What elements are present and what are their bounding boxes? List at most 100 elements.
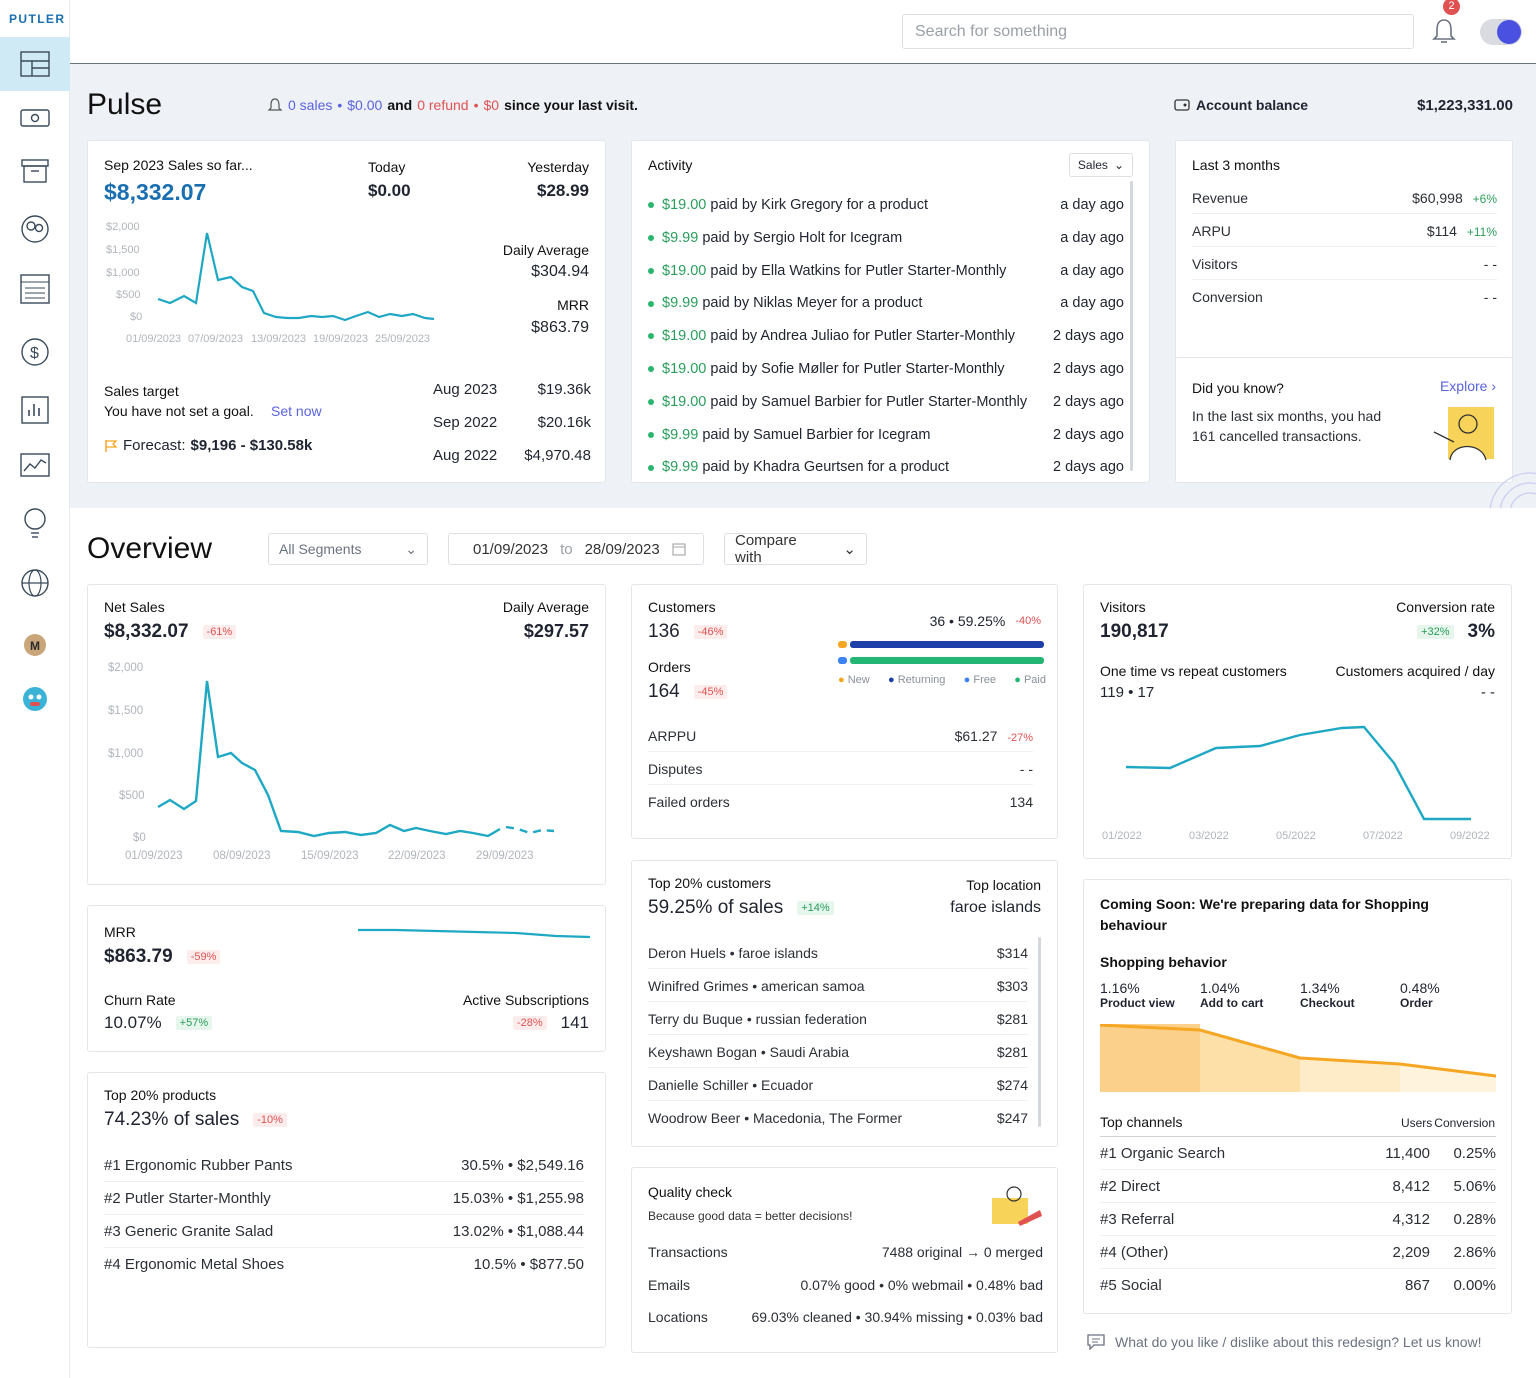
search-input[interactable] bbox=[902, 14, 1414, 49]
customer-row[interactable]: Danielle Schiller • Ecuador $274 bbox=[648, 1077, 1028, 1101]
activity-scrollbar[interactable] bbox=[1130, 181, 1133, 471]
customer-row[interactable]: Keyshawn Bogan • Saudi Arabia $281 bbox=[648, 1044, 1028, 1068]
main-content: Pulse 0 sales • $0.00 and 0 refund • $0 si… bbox=[70, 65, 1536, 1378]
daily-avg-value: $304.94 bbox=[531, 263, 589, 280]
visitors-card: Visitors 190,817 Conversion rate +32% 3% … bbox=[1083, 584, 1512, 859]
product-row[interactable]: #2 Putler Starter-Monthly 15.03% • $1,255… bbox=[104, 1190, 584, 1215]
x-tick: 13/09/2023 bbox=[251, 333, 306, 345]
channel-row[interactable]: #1 Organic Search 11,400 0.25% bbox=[1100, 1145, 1496, 1170]
since-refund[interactable]: 0 refund bbox=[417, 97, 469, 113]
nav-products[interactable] bbox=[0, 144, 70, 198]
subs-value: 141 bbox=[560, 1013, 589, 1032]
nav-reports[interactable] bbox=[0, 383, 70, 437]
top-customers-card: Top 20% customers 59.25% of sales +14% To… bbox=[631, 860, 1058, 1147]
flag-icon bbox=[105, 439, 118, 452]
channel-row[interactable]: #4 (Other) 2,209 2.86% bbox=[1100, 1244, 1496, 1269]
activity-item[interactable]: $19.00 paid by Ella Watkins for Putler S… bbox=[648, 255, 1124, 288]
x-tick: 07/09/2023 bbox=[188, 333, 243, 345]
activity-item[interactable]: $19.00 paid by Andrea Juliao for Putler … bbox=[648, 320, 1124, 353]
customer-row[interactable]: Deron Huels • faroe islands $314 bbox=[648, 945, 1028, 969]
customer-legend: ● New ● Returning ● Free ● Paid bbox=[838, 674, 1046, 686]
customers-value: 136 bbox=[648, 621, 680, 642]
set-now-link[interactable]: Set now bbox=[271, 403, 322, 419]
customers-label: Customers bbox=[648, 599, 716, 615]
feedback-link[interactable]: What do you like / dislike about this re… bbox=[1087, 1334, 1482, 1350]
x-tick: 22/09/2023 bbox=[388, 850, 446, 862]
activity-item[interactable]: $9.99 paid by Sergio Holt for Icegram a d… bbox=[648, 222, 1124, 255]
since-sales[interactable]: 0 sales bbox=[288, 97, 333, 113]
activity-list: $19.00 paid by Kirk Gregory for a produc… bbox=[648, 189, 1124, 484]
activity-item[interactable]: $19.00 paid by Kirk Gregory for a produc… bbox=[648, 189, 1124, 222]
dashboard-icon bbox=[20, 51, 50, 77]
customer-row[interactable]: Winifred Grimes • american samoa $303 bbox=[648, 978, 1028, 1002]
nav-insights[interactable] bbox=[0, 496, 70, 550]
nav-transactions[interactable] bbox=[0, 262, 70, 316]
net-sales-value-row: $8,332.07 -61% bbox=[104, 621, 237, 643]
customer-metric-row: Disputes - - bbox=[648, 761, 1033, 785]
trend-chart-icon bbox=[20, 453, 50, 477]
yesterday-value: $28.99 bbox=[537, 181, 589, 200]
top-location-value: faroe islands bbox=[950, 899, 1041, 916]
nav-trends[interactable] bbox=[0, 438, 70, 492]
compare-with-select[interactable]: Compare with ⌄ bbox=[724, 532, 867, 566]
x-tick: 15/09/2023 bbox=[301, 850, 359, 862]
quality-sub: Because good data = better decisions! bbox=[648, 1209, 853, 1223]
report-icon bbox=[21, 396, 49, 424]
products-value: 74.23% of sales bbox=[104, 1109, 240, 1130]
x-tick: 05/2022 bbox=[1276, 830, 1316, 842]
channel-row[interactable]: #5 Social 867 0.00% bbox=[1100, 1277, 1496, 1294]
activity-item[interactable]: $19.00 paid by Sofie Møller for Putler S… bbox=[648, 353, 1124, 386]
activity-item[interactable]: $9.99 paid by Samuel Barbier for Icegram… bbox=[648, 419, 1124, 452]
compare-value: Compare with bbox=[735, 532, 797, 566]
funnel-step: 1.04% Add to cart bbox=[1200, 980, 1264, 1010]
nav-global[interactable] bbox=[0, 556, 70, 610]
coming-soon-text: Coming Soon: We're preparing data for Sh… bbox=[1100, 896, 1429, 933]
product-row[interactable]: #4 Ergonomic Metal Shoes 10.5% • $877.50 bbox=[104, 1256, 584, 1273]
nav-user[interactable] bbox=[0, 672, 70, 726]
nav-subscriptions[interactable]: $ bbox=[0, 325, 70, 379]
sales-card-title: Sep 2023 Sales so far... bbox=[104, 157, 253, 173]
orders-value: 164 bbox=[648, 681, 680, 702]
activity-card: Activity Sales ⌄ $19.00 paid by Kirk Greg… bbox=[631, 140, 1150, 483]
customer-row[interactable]: Woodrow Beer • Macedonia, The Former $247 bbox=[648, 1110, 1028, 1126]
split-value: 36 • 59.25% bbox=[929, 613, 1006, 629]
activity-item[interactable]: $9.99 paid by Khadra Geurtsen for a prod… bbox=[648, 451, 1124, 484]
activity-item[interactable]: $19.00 paid by Samuel Barbier for Putler… bbox=[648, 386, 1124, 419]
customers-delta: -46% bbox=[693, 625, 728, 639]
mrr-value: $863.79 bbox=[531, 319, 589, 336]
nav-account-m[interactable]: M bbox=[0, 618, 70, 672]
churn-delta: +57% bbox=[175, 1016, 213, 1030]
last3-row: Conversion - - bbox=[1192, 289, 1497, 305]
notification-bell-icon[interactable] bbox=[1432, 18, 1456, 44]
top-location-label: Top location bbox=[966, 877, 1041, 893]
customer-row[interactable]: Terry du Buque • russian federation $281 bbox=[648, 1011, 1028, 1035]
nav-sales[interactable] bbox=[0, 91, 70, 145]
cad-value: - - bbox=[1480, 684, 1495, 701]
history-row: Aug 2022 $4,970.48 bbox=[433, 447, 591, 464]
y-tick: $2,000 bbox=[106, 221, 140, 233]
customer-metric-row: Failed orders 134 bbox=[648, 794, 1033, 810]
mrr-sparkline bbox=[358, 928, 591, 939]
nav-dashboard[interactable] bbox=[0, 37, 70, 91]
y-tick: $500 bbox=[116, 289, 140, 301]
explore-link[interactable]: Explore › bbox=[1439, 378, 1496, 394]
topcust-scrollbar[interactable] bbox=[1038, 937, 1041, 1127]
date-range-picker[interactable]: 01/09/2023 to 28/09/2023 bbox=[448, 533, 704, 565]
account-balance-value: $1,223,331.00 bbox=[1417, 97, 1513, 114]
activity-filter-select[interactable]: Sales ⌄ bbox=[1068, 153, 1133, 177]
product-row[interactable]: #1 Ergonomic Rubber Pants 30.5% • $2,549.… bbox=[104, 1157, 584, 1182]
last3-row: Revenue $60,998 +6% bbox=[1192, 190, 1497, 214]
activity-item[interactable]: $9.99 paid by Niklas Meyer for a product… bbox=[648, 287, 1124, 320]
date-from: 01/09/2023 bbox=[473, 540, 549, 558]
net-avg-label: Daily Average bbox=[502, 599, 589, 615]
product-row[interactable]: #3 Generic Granite Salad 13.02% • $1,088.… bbox=[104, 1223, 584, 1248]
mrr-value-row: $863.79 -59% bbox=[104, 946, 221, 968]
segments-select[interactable]: All Segments ⌄ bbox=[268, 533, 428, 565]
channel-row[interactable]: #2 Direct 8,412 5.06% bbox=[1100, 1178, 1496, 1203]
top-products-card: Top 20% products 74.23% of sales -10% #1 … bbox=[87, 1072, 606, 1348]
chevron-down-icon: ⌄ bbox=[405, 540, 417, 557]
channel-row[interactable]: #3 Referral 4,312 0.28% bbox=[1100, 1211, 1496, 1236]
x-tick: 01/09/2023 bbox=[126, 333, 181, 345]
nav-customers[interactable] bbox=[0, 202, 70, 256]
theme-toggle[interactable] bbox=[1480, 19, 1522, 45]
